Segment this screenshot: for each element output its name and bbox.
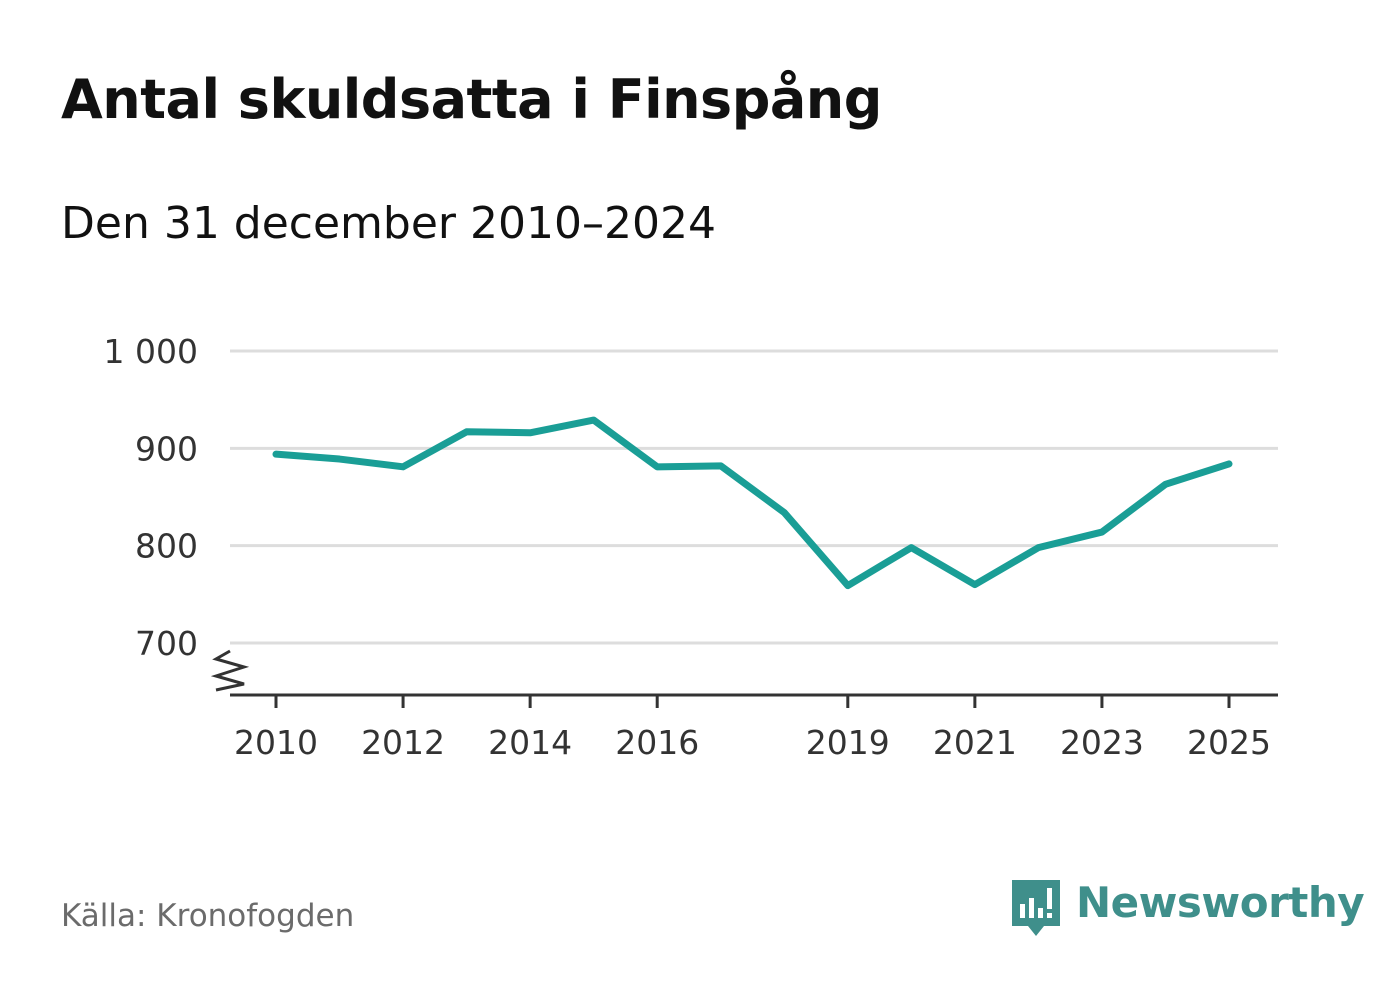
data-point-2011 [336,456,343,463]
y-tick-label: 800 [135,527,198,566]
data-point-2021 [971,581,978,588]
data-point-2025 [1226,460,1233,467]
chart-title: Antal skuldsatta i Finspång [61,68,882,131]
data-point-2012 [400,463,407,470]
data-point-2014 [527,429,534,436]
x-tick-label: 2016 [615,723,699,762]
x-tick-label: 2014 [488,723,572,762]
series-line-0 [272,416,1233,590]
x-tick-label: 2025 [1187,723,1271,762]
data-point-2017 [717,462,724,469]
data-point-2023 [1098,529,1105,536]
data-point-2018 [781,509,788,516]
data-point-2024 [1162,481,1169,488]
data-point-2019 [844,582,851,589]
x-tick-label: 2023 [1060,723,1144,762]
y-tick-label: 1 000 [104,332,198,371]
y-tick-label: 900 [135,429,198,468]
x-tick-label: 2021 [933,723,1017,762]
data-point-2010 [273,451,280,458]
y-tick-label: 700 [135,624,198,663]
data-point-2020 [908,544,915,551]
source-note: Källa: Kronofogden [61,898,355,934]
x-tick-label: 2019 [806,723,890,762]
brand-name: Newsworthy [1076,878,1365,927]
x-tick-label: 2010 [234,723,318,762]
data-point-2013 [463,428,470,435]
x-tick-label: 2012 [361,723,445,762]
data-point-2022 [1035,544,1042,551]
newsworthy-logo-icon [1012,880,1060,936]
brand-logo: Newsworthy [1010,878,1365,942]
data-point-2016 [654,463,661,470]
chart-subtitle: Den 31 december 2010–2024 [61,198,716,249]
data-point-2015 [590,417,597,424]
axis-break-mark [210,649,250,692]
